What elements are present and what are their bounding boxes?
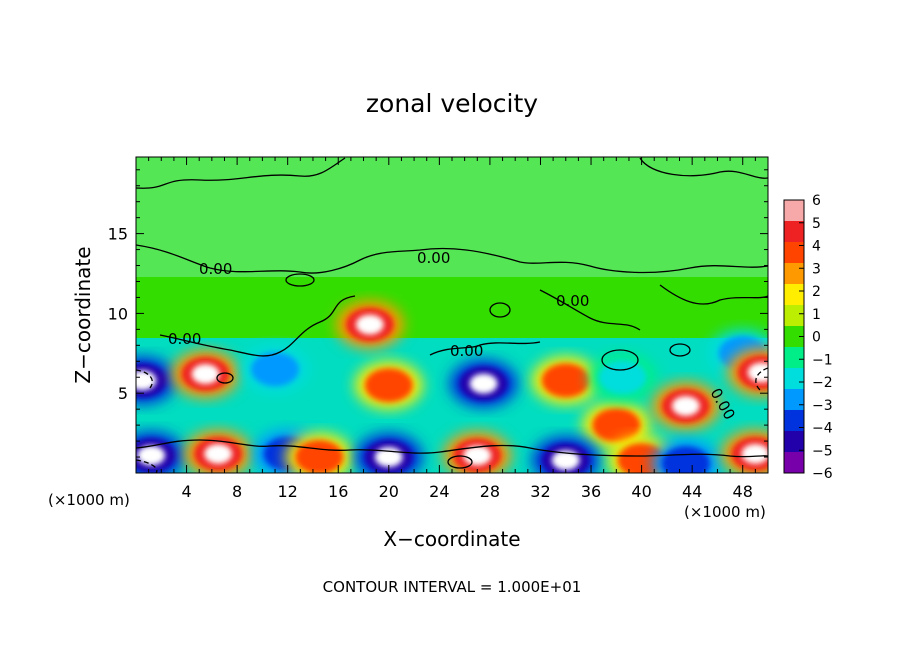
velocity-cell-core — [541, 363, 590, 398]
x-unit-right: (×1000 m) — [684, 503, 766, 521]
velocity-cell-core — [598, 360, 647, 395]
colorbar-tick-label: 6 — [812, 193, 821, 209]
velocity-cell-core — [364, 368, 413, 403]
colorbar-swatch — [784, 263, 804, 285]
x-tick-label: 16 — [328, 482, 348, 501]
colorbar-swatch — [784, 305, 804, 327]
velocity-peak — [551, 450, 580, 471]
y-axis-label: Z−coordinate — [71, 246, 95, 383]
x-unit-left: (×1000 m) — [48, 491, 130, 509]
contour-line — [216, 372, 234, 384]
colorbar: 6 5 4 3 2 1 0 −1 −2 −3 −4 −5 −6 — [783, 193, 833, 482]
contour-line — [601, 349, 639, 371]
colorbar-tick-label: 5 — [812, 216, 821, 232]
colorbar-tick-label: 4 — [812, 239, 821, 255]
colorbar-swatch — [784, 284, 804, 306]
plot-area: 0.00 0.00 0.00 0.00 0.00 0.00 — [136, 157, 768, 473]
velocity-cell-core — [251, 352, 300, 387]
velocity-peak — [741, 443, 768, 464]
x-tick-label: 36 — [581, 482, 601, 501]
contour-label: 0.00 — [417, 249, 450, 267]
colorbar-tick-label: −2 — [812, 375, 833, 391]
x-tick-label: 4 — [181, 482, 191, 501]
velocity-peak — [469, 373, 498, 394]
y-tick-label: 5 — [118, 384, 128, 403]
colorbar-tick-label: −4 — [812, 421, 833, 437]
colorbar-tick-label: 2 — [812, 284, 821, 300]
y-axis: 5 10 15 — [108, 169, 768, 458]
velocity-peak — [671, 395, 700, 416]
velocity-peak — [463, 445, 492, 466]
x-tick-label: 24 — [429, 482, 449, 501]
contour-lines — [136, 157, 768, 473]
contour-line — [639, 157, 768, 179]
contour-line — [136, 157, 346, 189]
velocity-peak — [191, 364, 220, 385]
x-axis-label: X−coordinate — [383, 527, 520, 551]
contour-interval-note: CONTOUR INTERVAL = 1.000E+01 — [323, 578, 582, 596]
contour-line — [659, 284, 768, 305]
colorbar-tick-label: −3 — [812, 398, 833, 414]
contour-line — [539, 289, 641, 331]
colorbar-swatch — [784, 431, 804, 453]
colorbar-tick-label: −1 — [812, 352, 833, 368]
contour-label: 0.00 — [168, 330, 201, 348]
x-tick-label: 20 — [379, 482, 399, 501]
contour-label: 0.00 — [199, 260, 232, 278]
contour-label: 0.00 — [556, 292, 589, 310]
velocity-cell-core — [661, 446, 710, 473]
x-tick-label: 8 — [232, 482, 242, 501]
colorbar-tick-label: 0 — [812, 330, 821, 346]
colorbar-swatch — [784, 200, 804, 222]
contour-line — [136, 244, 768, 274]
contour-line — [447, 455, 473, 469]
colorbar-tick-label: −6 — [812, 466, 833, 482]
dashed-contour — [755, 367, 768, 391]
y-tick-label: 15 — [108, 225, 128, 244]
colorbar-swatch — [784, 452, 804, 474]
velocity-peak — [747, 362, 768, 383]
colorbar-swatch — [784, 242, 804, 264]
contour-line — [669, 343, 691, 357]
dashed-contour — [136, 459, 158, 473]
x-tick-label: 12 — [278, 482, 298, 501]
contour-label: 0.00 — [450, 342, 483, 360]
chart-title: zonal velocity — [366, 89, 538, 118]
velocity-peak — [137, 445, 166, 466]
colorbar-tick-label: 1 — [812, 307, 821, 323]
colorbar-tick-label: 3 — [812, 261, 821, 277]
dashed-contour — [136, 369, 153, 389]
colorbar-tick-label: −5 — [812, 443, 833, 459]
velocity-cell-core — [592, 408, 641, 443]
x-tick-label: 40 — [631, 482, 651, 501]
x-tick-label: 48 — [733, 482, 753, 501]
x-tick-label: 44 — [682, 482, 702, 501]
contour-line — [159, 295, 356, 357]
contour-line — [136, 439, 768, 458]
contour-line — [285, 273, 315, 287]
velocity-peak — [204, 443, 233, 464]
velocity-cell-core — [295, 440, 344, 473]
colorbar-swatch — [784, 347, 804, 369]
colorbar-swatch — [784, 368, 804, 390]
contour-line — [489, 302, 511, 318]
x-tick-label: 32 — [530, 482, 550, 501]
upper-field — [136, 157, 768, 277]
colorbar-swatch — [784, 410, 804, 432]
x-tick-label: 28 — [480, 482, 500, 501]
colorbar-swatch — [784, 326, 804, 348]
y-tick-label: 10 — [108, 304, 128, 323]
colorbar-swatch — [784, 221, 804, 243]
velocity-peak — [355, 314, 384, 335]
x-axis: 4 8 12 16 20 24 28 32 36 40 44 48 — [148, 157, 756, 501]
colorbar-swatch — [784, 389, 804, 411]
contour-line — [429, 341, 541, 356]
